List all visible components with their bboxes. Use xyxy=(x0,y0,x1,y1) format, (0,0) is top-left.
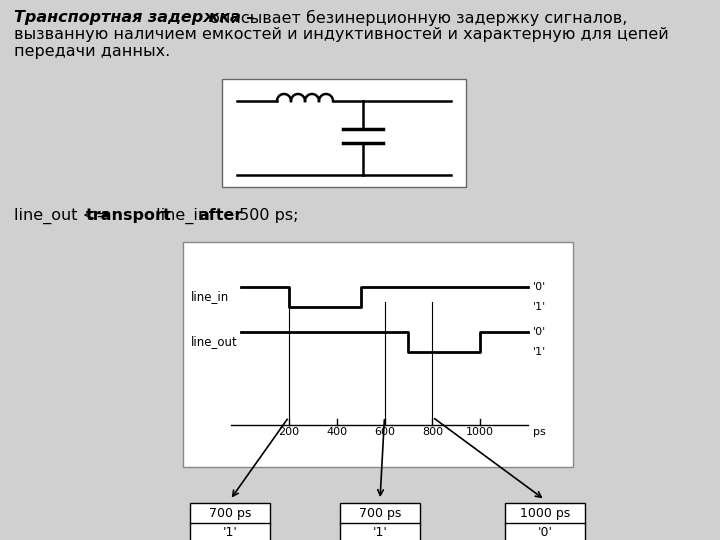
Text: '1': '1' xyxy=(533,302,546,312)
Bar xyxy=(190,503,270,540)
Text: 800: 800 xyxy=(422,427,443,437)
Text: 1000 ps: 1000 ps xyxy=(520,507,570,519)
Text: transport: transport xyxy=(86,208,172,223)
Text: 1000: 1000 xyxy=(466,427,494,437)
Text: Транспортная задержка –: Транспортная задержка – xyxy=(14,10,260,25)
Text: '1': '1' xyxy=(533,347,546,357)
Text: '0': '0' xyxy=(533,327,546,337)
Text: 700 ps: 700 ps xyxy=(209,507,251,519)
Text: '0': '0' xyxy=(538,526,552,539)
Text: line_in: line_in xyxy=(151,208,213,224)
Bar xyxy=(505,503,585,540)
Text: ps: ps xyxy=(533,427,546,437)
Text: line_out: line_out xyxy=(191,335,238,348)
Text: передачи данных.: передачи данных. xyxy=(14,44,170,59)
Text: '1': '1' xyxy=(372,526,387,539)
FancyBboxPatch shape xyxy=(222,79,466,187)
Text: 400: 400 xyxy=(326,427,347,437)
Text: 700 ps: 700 ps xyxy=(359,507,401,519)
Text: line_out <=: line_out <= xyxy=(14,208,114,224)
Text: 500 ps;: 500 ps; xyxy=(234,208,299,223)
Text: 600: 600 xyxy=(374,427,395,437)
Bar xyxy=(340,503,420,540)
Text: '1': '1' xyxy=(222,526,238,539)
Text: описывает безинерционную задержку сигналов,: описывает безинерционную задержку сигнал… xyxy=(210,10,627,26)
Text: after: after xyxy=(198,208,243,223)
Text: 200: 200 xyxy=(278,427,300,437)
Text: '0': '0' xyxy=(533,282,546,292)
Text: line_in: line_in xyxy=(191,291,229,303)
FancyBboxPatch shape xyxy=(183,242,573,467)
Text: вызванную наличием емкостей и индуктивностей и характерную для цепей: вызванную наличием емкостей и индуктивно… xyxy=(14,27,669,42)
